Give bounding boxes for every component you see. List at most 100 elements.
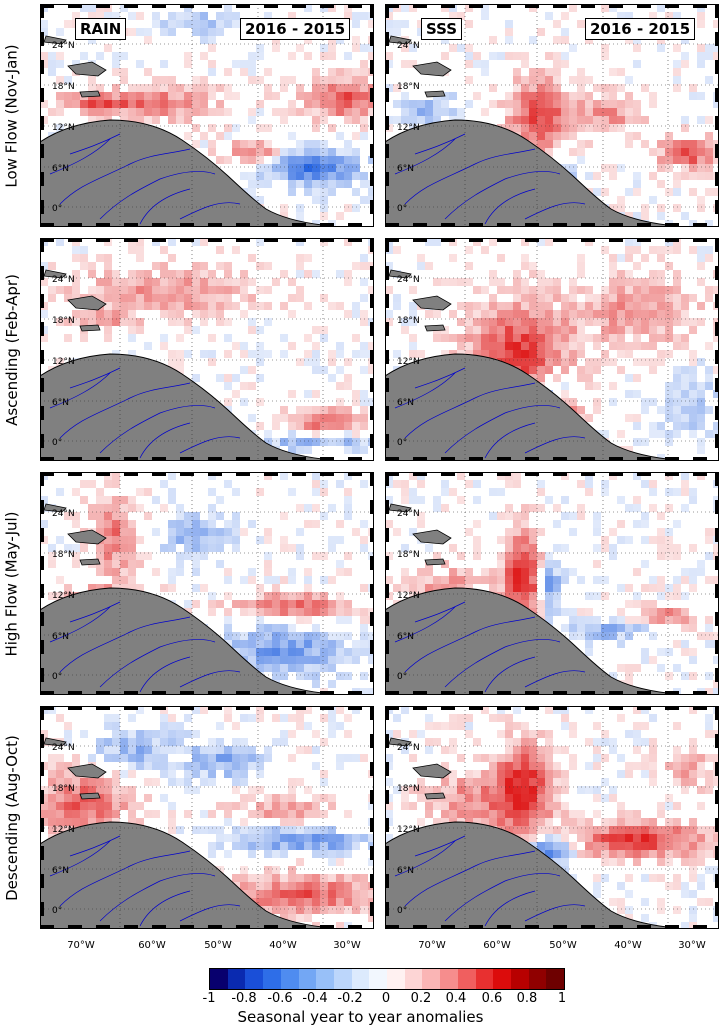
- map-panel-sss-0: 24°N 18°N 12°N 6°N 0°: [385, 4, 719, 227]
- colorbar-swatch: [404, 969, 423, 989]
- lat-label: 0°: [52, 672, 62, 682]
- river: [59, 850, 191, 907]
- lat-label: 18°N: [52, 550, 75, 560]
- river: [394, 372, 456, 409]
- river: [414, 367, 466, 389]
- sss-column-label: SSS: [421, 18, 463, 40]
- lon-label: 50°W: [549, 940, 577, 951]
- river: [49, 606, 111, 643]
- river: [69, 367, 121, 389]
- lon-label: 60°W: [483, 940, 511, 951]
- river: [179, 436, 241, 454]
- lat-label: 24°N: [52, 509, 75, 519]
- lat-label: 0°: [52, 438, 62, 448]
- river: [99, 873, 216, 922]
- lat-label: 18°N: [397, 550, 420, 560]
- caribbean-island: [43, 35, 67, 45]
- caribbean-island: [79, 324, 101, 332]
- lat-label: 18°N: [397, 316, 420, 326]
- map-panel-rain-2: 24°N 18°N 12°N 6°N 0°: [40, 472, 374, 695]
- river: [484, 422, 536, 459]
- caribbean-island: [79, 90, 101, 98]
- river: [404, 382, 536, 439]
- row-label-descending: Descending (Aug-Oct): [3, 735, 22, 901]
- caribbean-island: [43, 269, 67, 279]
- caribbean-island: [388, 269, 412, 279]
- colorbar-tick-label: -0.8: [231, 991, 257, 1006]
- lat-label: 12°N: [397, 825, 420, 835]
- lat-label: 24°N: [52, 41, 75, 51]
- river: [414, 133, 466, 155]
- river: [99, 639, 216, 688]
- colorbar-swatch: [351, 969, 370, 989]
- colorbar-swatch: [227, 969, 246, 989]
- river: [99, 405, 216, 454]
- river: [404, 850, 536, 907]
- lat-label: 0°: [397, 906, 407, 916]
- colorbar-tick-label: 0: [381, 991, 391, 1006]
- lat-label: 24°N: [397, 743, 420, 753]
- lat-label: 6°N: [397, 398, 414, 408]
- caribbean-island: [412, 763, 452, 779]
- river: [484, 890, 536, 927]
- river: [444, 405, 561, 454]
- colorbar-swatch: [475, 969, 494, 989]
- caribbean-island: [412, 61, 452, 77]
- caribbean-island: [424, 90, 446, 98]
- colorbar-swatch: [298, 969, 317, 989]
- colorbar-tick-label: -1: [202, 991, 216, 1006]
- river: [139, 188, 191, 225]
- lat-label: 6°N: [52, 398, 69, 408]
- caribbean-island: [79, 558, 101, 566]
- lat-label: 18°N: [397, 784, 420, 794]
- lat-label: 6°N: [52, 632, 69, 642]
- lon-label: 60°W: [138, 940, 166, 951]
- lat-label: 18°N: [52, 784, 75, 794]
- river: [484, 188, 536, 225]
- lat-label: 12°N: [52, 357, 75, 367]
- map-panel-sss-2: 24°N 18°N 12°N 6°N 0°: [385, 472, 719, 695]
- lat-label: 24°N: [397, 275, 420, 285]
- river: [99, 171, 216, 220]
- lat-label: 12°N: [397, 357, 420, 367]
- lat-label: 18°N: [397, 82, 420, 92]
- colorbar-swatch: [422, 969, 441, 989]
- caribbean-island: [67, 529, 107, 545]
- caribbean-island: [424, 324, 446, 332]
- caribbean-island: [412, 529, 452, 545]
- caribbean-island: [67, 763, 107, 779]
- lon-label: 70°W: [418, 940, 446, 951]
- colorbar-swatch: [387, 969, 405, 989]
- caribbean-island: [412, 295, 452, 311]
- colorbar-tick-label: 0.6: [481, 991, 503, 1006]
- river: [444, 873, 561, 922]
- colorbar-title: Seasonal year to year anomalies: [237, 1008, 484, 1026]
- lat-label: 12°N: [397, 123, 420, 133]
- river: [139, 422, 191, 459]
- colorbar-tick-label: -0.6: [267, 991, 293, 1006]
- anomaly-map: 24°N 18°N 12°N 6°N 0°: [40, 472, 374, 695]
- river: [404, 616, 536, 673]
- sss-period-label: 2016 - 2015: [585, 18, 696, 40]
- lat-label: 6°N: [52, 164, 69, 174]
- lat-label: 24°N: [52, 275, 75, 285]
- anomaly-map: 24°N 18°N 12°N 6°N 0°: [385, 706, 719, 929]
- river: [524, 670, 586, 688]
- lon-label: 70°W: [67, 940, 95, 951]
- river: [179, 670, 241, 688]
- anomaly-map: 24°N 18°N 12°N 6°N 0°: [385, 4, 719, 227]
- river: [444, 639, 561, 688]
- anomaly-map: 24°N 18°N 12°N 6°N 0°: [385, 238, 719, 461]
- map-panel-rain-0: 24°N 18°N 12°N 6°N 0°: [40, 4, 374, 227]
- anomaly-map: 24°N 18°N 12°N 6°N 0°: [385, 472, 719, 695]
- row-label-ascending: Ascending (Feb-Apr): [3, 274, 21, 426]
- lat-label: 12°N: [52, 123, 75, 133]
- river: [179, 202, 241, 220]
- rain-period-label: 2016 - 2015: [240, 18, 351, 40]
- colorbar-tick-label: 0.2: [410, 991, 432, 1006]
- lat-label: 0°: [52, 906, 62, 916]
- caribbean-island: [79, 792, 101, 800]
- map-panel-rain-1: 24°N 18°N 12°N 6°N 0°: [40, 238, 374, 461]
- lat-label: 0°: [397, 438, 407, 448]
- colorbar-tick-label: -0.2: [337, 991, 363, 1006]
